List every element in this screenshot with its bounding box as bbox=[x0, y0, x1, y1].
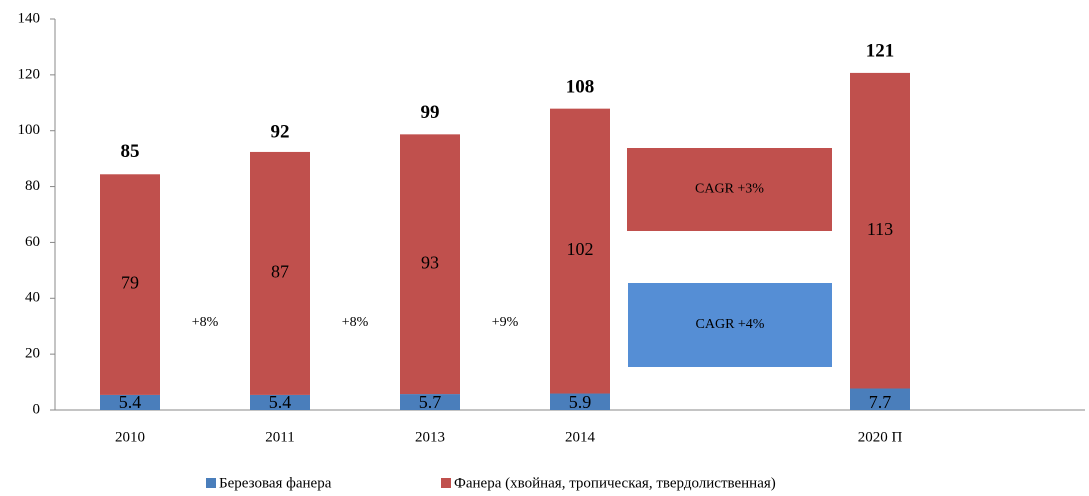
value-label: 7.7 bbox=[869, 392, 892, 412]
bar-segment bbox=[850, 388, 910, 410]
value-label: 113 bbox=[867, 219, 893, 239]
y-tick-label: 60 bbox=[25, 234, 40, 250]
bar-segment bbox=[250, 394, 310, 410]
y-tick-label: 140 bbox=[18, 10, 41, 26]
x-tick-label: 2014 bbox=[565, 429, 596, 445]
total-label: 121 bbox=[866, 40, 895, 61]
y-tick-label: 20 bbox=[25, 346, 40, 362]
legend-label: Фанера (хвойная, тропическая, твердолист… bbox=[454, 475, 776, 491]
y-tick-label: 40 bbox=[25, 290, 40, 306]
cagr-label: CAGR +3% bbox=[695, 182, 764, 197]
total-label: 99 bbox=[421, 102, 440, 123]
bar-segment bbox=[400, 394, 460, 410]
value-label: 102 bbox=[567, 239, 594, 259]
value-label: 5.4 bbox=[119, 392, 142, 412]
total-label: 92 bbox=[271, 121, 290, 142]
growth-label: +9% bbox=[492, 315, 519, 330]
x-tick-label: 2020 П bbox=[858, 429, 903, 445]
growth-label: +8% bbox=[192, 315, 219, 330]
cagr-label: CAGR +4% bbox=[696, 317, 765, 332]
legend-label: Березовая фанера bbox=[219, 475, 332, 491]
bar-segment bbox=[550, 393, 610, 410]
total-label: 108 bbox=[566, 77, 595, 98]
value-label: 5.4 bbox=[269, 392, 292, 412]
y-tick-label: 120 bbox=[18, 66, 41, 82]
bar-segment bbox=[100, 174, 160, 395]
cagr-box bbox=[628, 283, 832, 367]
value-label: 87 bbox=[271, 262, 289, 282]
cagr-box bbox=[627, 148, 832, 231]
value-label: 5.9 bbox=[569, 392, 592, 412]
value-label: 93 bbox=[421, 252, 439, 272]
bar-segment bbox=[100, 394, 160, 410]
y-tick-label: 0 bbox=[33, 401, 41, 417]
total-label: 85 bbox=[121, 141, 140, 162]
bar-segment bbox=[550, 108, 610, 394]
value-label: 5.7 bbox=[419, 392, 442, 412]
x-tick-label: 2013 bbox=[415, 429, 445, 445]
legend-swatch bbox=[206, 478, 216, 488]
y-tick-label: 80 bbox=[25, 178, 40, 194]
growth-label: +8% bbox=[342, 315, 369, 330]
bar-segment bbox=[400, 134, 460, 395]
x-tick-label: 2010 bbox=[115, 429, 145, 445]
y-tick-label: 100 bbox=[18, 122, 41, 138]
bar-segment bbox=[250, 151, 310, 395]
x-tick-label: 2011 bbox=[265, 429, 294, 445]
value-label: 79 bbox=[121, 273, 139, 293]
bar-segment bbox=[850, 72, 910, 389]
legend-swatch bbox=[441, 478, 451, 488]
